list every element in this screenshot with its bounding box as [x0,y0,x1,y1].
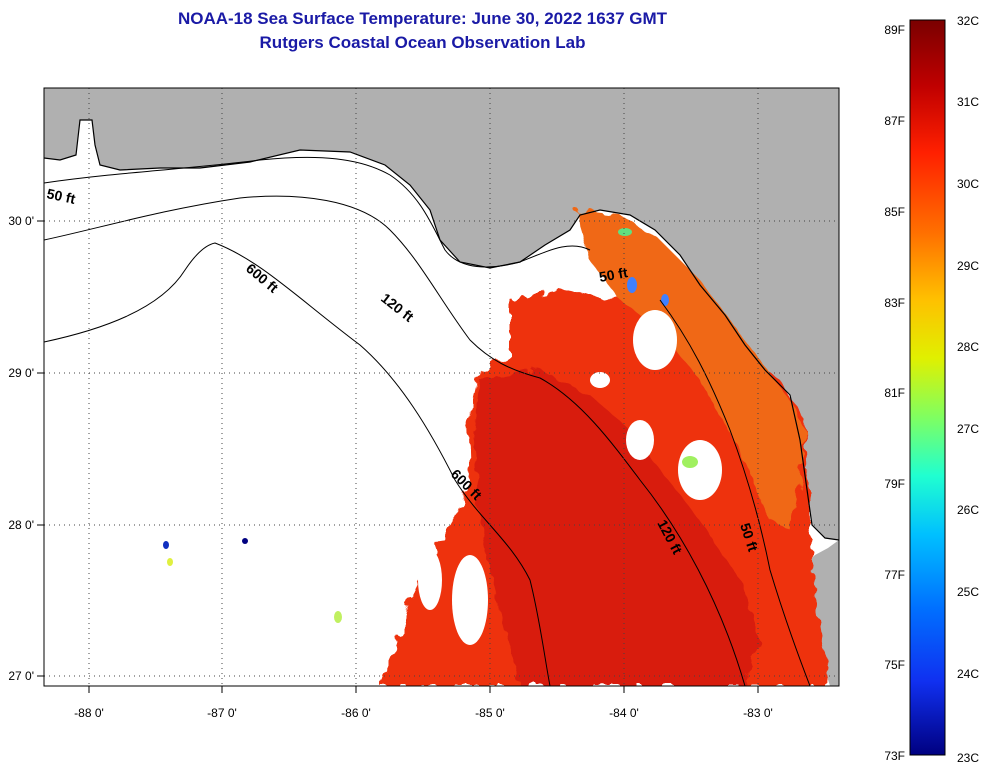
land-florida-panhandle [44,88,839,540]
contour-label: 50 ft [45,185,77,207]
lon-axis: -88 0' -87 0' -86 0' -85 0' -84 0' -83 0… [74,686,773,720]
contour-120ft [44,195,746,686]
colorbar-label-f: 85F [884,205,905,219]
lat-tick-label: 27 0' [8,669,34,683]
colorbar-label-c: 29C [957,259,979,273]
colorbar: 89F 87F 85F 83F 81F 79F 77F 75F 73F 32C … [884,14,979,765]
colorbar-label-f: 89F [884,23,905,37]
lat-axis: 30 0' 29 0' 28 0' 27 0' [8,214,44,683]
lat-tick-label: 30 0' [8,214,34,228]
map-panel [44,88,839,686]
colorbar-label-c: 23C [957,751,979,765]
cool-specks [163,228,698,623]
colorbar-label-c: 24C [957,667,979,681]
contour-600ft [44,242,551,686]
colorbar-label-f: 75F [884,658,905,672]
colorbar-label-f: 83F [884,296,905,310]
lon-tick-label: -86 0' [341,706,371,720]
chart-title: NOAA-18 Sea Surface Temperature: June 30… [177,9,668,28]
colorbar-gradient [909,19,946,756]
colorbar-label-c: 28C [957,340,979,354]
sst-hot-core [474,370,760,686]
colorbar-label-f: 77F [884,568,905,582]
no-data-patches [418,310,722,645]
lat-tick-label: 29 0' [8,366,34,380]
lon-tick-label: -88 0' [74,706,104,720]
contour-50ft-peninsula [659,299,811,686]
chart-subtitle: Rutgers Coastal Ocean Observation Lab [259,33,586,52]
colorbar-label-c: 30C [957,177,979,191]
lon-tick-label: -87 0' [207,706,237,720]
map-frame [43,87,840,687]
depth-contours [44,119,839,686]
colorbar-label-c: 26C [957,503,979,517]
colorbar-celsius-labels: 32C 31C 30C 29C 28C 27C 26C 25C 24C 23C [957,14,979,765]
coastline [44,119,839,541]
lat-tick-label: 28 0' [8,518,34,532]
colorbar-label-f: 87F [884,114,905,128]
lon-tick-label: -83 0' [743,706,773,720]
contour-label: 50 ft [598,264,629,285]
colorbar-label-c: 25C [957,585,979,599]
colorbar-label-f: 81F [884,386,905,400]
colorbar-label-c: 27C [957,422,979,436]
colorbar-label-c: 31C [957,95,979,109]
colorbar-label-f: 79F [884,477,905,491]
lon-tick-label: -85 0' [475,706,505,720]
colorbar-label-f: 73F [884,749,905,763]
colorbar-fahrenheit-labels: 89F 87F 85F 83F 81F 79F 77F 75F 73F [884,23,905,763]
colorbar-label-c: 32C [957,14,979,28]
lon-tick-label: -84 0' [609,706,639,720]
